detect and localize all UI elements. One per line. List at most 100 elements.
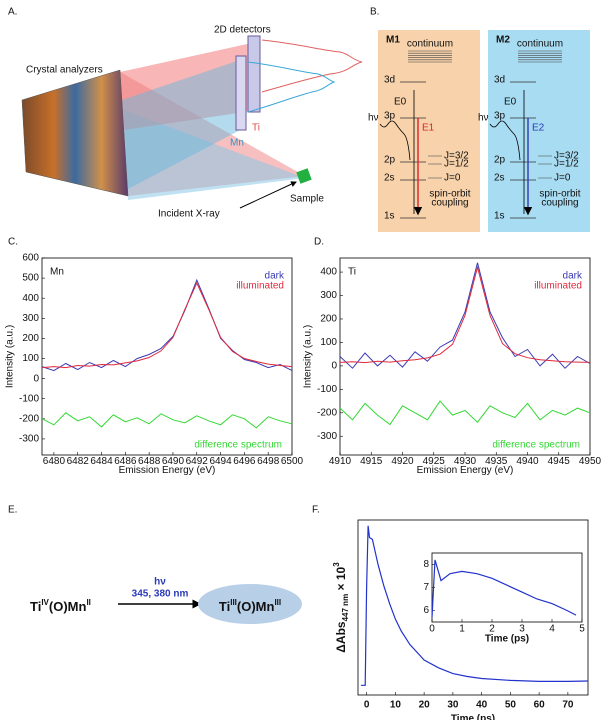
coupling-label: coupling (541, 198, 578, 209)
legend-entry: dark (265, 271, 285, 282)
level-label: 2p (384, 155, 396, 166)
series-line (339, 262, 591, 369)
y-axis-label: Intensity (a.u.) (5, 325, 16, 388)
j-label: J=3/2 (554, 151, 579, 162)
x-tick-label: 6488 (138, 456, 161, 467)
x-tick-label: 6486 (114, 456, 137, 467)
level-label: 1s (494, 211, 505, 222)
wavelength-label: 345, 380 nm (132, 589, 189, 600)
j-label: J=3/2 (444, 151, 469, 162)
y-tick-label: 200 (320, 314, 337, 325)
plot-frame (431, 552, 583, 623)
x-tick-label: 6492 (186, 456, 209, 467)
legend-entry: illuminated (236, 281, 284, 292)
j-label: J=0 (444, 173, 461, 184)
panel-label: D. (314, 237, 324, 248)
y-tick-label: 0 (331, 361, 337, 372)
series-line (431, 559, 577, 618)
legend-entry: illuminated (534, 281, 582, 292)
sample (296, 168, 312, 184)
annotation: Ti (348, 267, 356, 278)
y-tick-label: -100 (317, 384, 337, 395)
j-label: J=0 (554, 173, 571, 184)
level-label: 3d (494, 75, 505, 86)
x-tick-label: 60 (534, 700, 546, 711)
level-label: 2s (494, 173, 505, 184)
ti-label: Ti (252, 123, 260, 134)
formula-part: Ti (219, 599, 230, 614)
edge-label: E0 (504, 97, 517, 108)
photon-label: hν (154, 577, 166, 588)
j-label: J=1/2 (554, 159, 579, 170)
y-tick-label: -200 (19, 413, 39, 424)
series-line (339, 265, 591, 364)
continuum-label: continuum (407, 39, 453, 50)
level-label: 3p (384, 111, 396, 122)
detector (235, 55, 247, 131)
x-axis-label: Time (ps) (451, 714, 495, 720)
x-tick-label: 70 (562, 700, 574, 711)
x-axis-label: Emission Energy (eV) (417, 465, 514, 476)
x-tick-label: 6496 (233, 456, 256, 467)
scheme-name: M2 (496, 35, 510, 46)
y-label-part: ΔAbs (334, 621, 348, 653)
product-ellipse (198, 584, 302, 624)
x-tick-label: 40 (476, 700, 488, 711)
y-tick-label: 300 (22, 313, 39, 324)
y-tick-label: 600 (22, 253, 39, 264)
mn-label: Mn (230, 138, 244, 149)
panel-label: C. (8, 237, 18, 248)
superscript: III (274, 598, 281, 607)
coupling-label: spin-orbit (539, 189, 580, 200)
x-axis-label: Time (ps) (485, 633, 529, 644)
x-tick-label: 4925 (423, 456, 446, 467)
y-tick-label: 0 (33, 373, 39, 384)
superscript: IV (41, 598, 49, 607)
photon-label: hν (478, 113, 489, 124)
series-label: difference spectrum (492, 440, 580, 451)
detectors-label: 2D detectors (214, 25, 271, 36)
y-label-part: × 10 (334, 566, 348, 593)
transition-label: E2 (532, 123, 545, 134)
y-tick-label: 400 (22, 293, 39, 304)
series-line (360, 525, 589, 686)
x-tick-label: 6498 (257, 456, 280, 467)
x-tick-label: 4940 (516, 456, 539, 467)
coupling-label: spin-orbit (429, 189, 470, 200)
transition-label: E1 (422, 123, 435, 134)
series-line (41, 412, 293, 429)
spectrum-blue (247, 61, 336, 113)
continuum-label: continuum (517, 39, 563, 50)
detector (247, 35, 261, 113)
y-tick-label: 500 (22, 273, 39, 284)
edge-label: E0 (394, 97, 407, 108)
level-label: 3d (384, 75, 395, 86)
x-tick-label: 4910 (329, 456, 352, 467)
photon-label: hν (368, 113, 379, 124)
y-tick-label: 8 (423, 559, 429, 570)
coupling-label: coupling (431, 198, 468, 209)
y-axis-label: Intensity (a.u.) (303, 325, 314, 388)
panel-e: E. hν 345, 380 nm TiIV(O)MnII TiIII(O)MnI… (8, 505, 302, 624)
x-tick-label: 2 (489, 624, 495, 635)
x-tick-label: 0 (364, 700, 370, 711)
y-tick-label: 7 (423, 582, 429, 593)
scheme-box (378, 30, 480, 232)
formula-part: (O)Mn (237, 599, 275, 614)
formula: TiIII(O)MnIII (219, 598, 281, 614)
series-label: difference spectrum (194, 440, 282, 451)
incident-arrow (239, 181, 297, 209)
level-label: 2p (494, 155, 506, 166)
x-tick-label: 4 (549, 624, 555, 635)
scheme-name: M1 (386, 35, 400, 46)
y-axis-label: ΔAbs447 nm × 103 (332, 562, 350, 653)
x-tick-label: 5 (579, 624, 585, 635)
x-tick-label: 3 (519, 624, 525, 635)
x-tick-label: 6484 (90, 456, 113, 467)
y-label-part: 447 nm (341, 594, 350, 622)
panel-label: B. (370, 7, 379, 18)
legend-entry: dark (563, 271, 583, 282)
y-tick-label: -200 (317, 407, 337, 418)
x-tick-label: 6500 (281, 456, 304, 467)
j-label: J=1/2 (444, 159, 469, 170)
